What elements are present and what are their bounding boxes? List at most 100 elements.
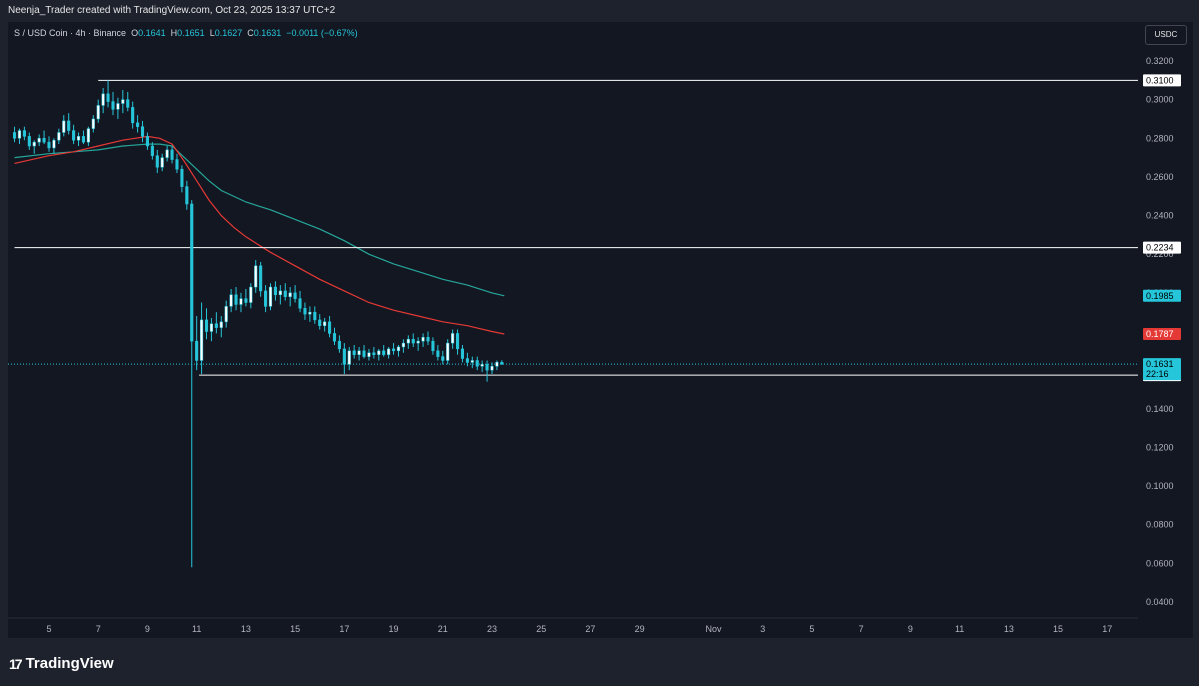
candle-body bbox=[204, 319, 209, 332]
candle-body bbox=[288, 292, 292, 297]
candle-body bbox=[234, 294, 238, 305]
x-tick-label: 17 bbox=[339, 624, 349, 634]
candle-body bbox=[475, 360, 479, 367]
candle-body bbox=[195, 340, 199, 361]
y-tick-label: 0.1000 bbox=[1146, 481, 1174, 491]
candle-body bbox=[86, 128, 90, 143]
candle-body bbox=[239, 298, 243, 305]
candle-body bbox=[42, 138, 46, 143]
x-tick-label: 15 bbox=[1053, 624, 1063, 634]
candle-body bbox=[323, 321, 327, 326]
y-tick-label: 0.0600 bbox=[1146, 558, 1174, 568]
candle-body bbox=[411, 338, 415, 344]
candle-body bbox=[342, 348, 346, 365]
candle-body bbox=[387, 348, 391, 355]
candle-body bbox=[278, 290, 282, 296]
candle-body bbox=[268, 286, 273, 307]
price-label-bg bbox=[1143, 289, 1181, 302]
low-label: L bbox=[209, 28, 215, 38]
candle-body bbox=[337, 340, 341, 350]
candle-body bbox=[293, 292, 297, 299]
candle-body bbox=[495, 361, 499, 367]
candle-body bbox=[254, 265, 258, 288]
top-bar: Neenja_Trader created with TradingView.c… bbox=[0, 0, 1199, 22]
candle-body bbox=[214, 323, 218, 328]
candle-body bbox=[140, 126, 145, 137]
candle-body bbox=[396, 346, 401, 352]
candle-body bbox=[150, 145, 154, 156]
candle-body bbox=[76, 136, 81, 141]
candle-body bbox=[160, 157, 164, 168]
candle-body bbox=[377, 350, 381, 355]
candle-body bbox=[500, 361, 504, 365]
level-label-bg bbox=[1143, 241, 1181, 254]
candle-body bbox=[352, 350, 356, 355]
candle-body bbox=[229, 294, 233, 307]
candle-body bbox=[200, 319, 204, 361]
x-tick-label: 21 bbox=[438, 624, 448, 634]
price-label: 0.1985 bbox=[1146, 291, 1174, 301]
candle-body bbox=[446, 342, 450, 361]
candle-body bbox=[298, 298, 302, 309]
x-tick-label: 7 bbox=[859, 624, 864, 634]
x-tick-label: 7 bbox=[96, 624, 101, 634]
candle-body bbox=[190, 203, 194, 342]
candle-body bbox=[362, 350, 366, 357]
x-tick-label: 23 bbox=[487, 624, 497, 634]
candle-body bbox=[101, 93, 105, 106]
candle-body bbox=[308, 311, 312, 315]
candle-body bbox=[451, 333, 455, 344]
candle-body bbox=[367, 352, 371, 357]
x-tick-label: 13 bbox=[241, 624, 251, 634]
close-value: 0.1631 bbox=[253, 28, 282, 38]
chart-svg[interactable]: 0.32000.30000.28000.26000.24000.22000.20… bbox=[8, 22, 1193, 638]
candle-body bbox=[303, 308, 307, 315]
y-tick-label: 0.2600 bbox=[1146, 172, 1174, 182]
candle-body bbox=[401, 342, 405, 348]
candle-body bbox=[485, 364, 489, 371]
tradingview-logo-icon: 17 bbox=[9, 655, 23, 672]
x-tick-label: 19 bbox=[389, 624, 399, 634]
symbol-label[interactable]: S / USD Coin · 4h · Binance bbox=[14, 28, 127, 38]
y-tick-label: 0.3000 bbox=[1146, 95, 1174, 105]
candle-body bbox=[249, 286, 253, 303]
candle-body bbox=[52, 139, 56, 149]
countdown-label: 22:16 bbox=[1146, 369, 1169, 379]
brand-name: TradingView bbox=[25, 655, 114, 672]
x-tick-label: 15 bbox=[290, 624, 300, 634]
candle-body bbox=[273, 286, 277, 296]
high-value: 0.1651 bbox=[177, 28, 205, 38]
open-value: 0.1641 bbox=[138, 28, 166, 38]
candle-body bbox=[406, 338, 410, 344]
high-label: H bbox=[170, 28, 178, 38]
candle-body bbox=[465, 358, 469, 363]
candle-body bbox=[81, 136, 86, 143]
candle-body bbox=[62, 120, 66, 133]
candle-body bbox=[27, 136, 31, 147]
candle-body bbox=[460, 348, 465, 359]
y-tick-label: 0.1400 bbox=[1146, 404, 1174, 414]
candle-body bbox=[244, 298, 248, 303]
level-label: 0.2234 bbox=[1146, 243, 1174, 253]
x-tick-label: 29 bbox=[635, 624, 645, 634]
candle-body bbox=[264, 290, 268, 307]
candle-body bbox=[22, 130, 26, 137]
x-tick-label: 9 bbox=[908, 624, 913, 634]
candle-body bbox=[480, 364, 484, 367]
candle-body bbox=[436, 350, 440, 357]
low-value: 0.1627 bbox=[214, 28, 243, 38]
tradingview-brand[interactable]: 17 TradingView bbox=[9, 655, 114, 672]
candle-body bbox=[431, 340, 435, 352]
y-tick-label: 0.3200 bbox=[1146, 56, 1174, 66]
currency-button[interactable]: USDC bbox=[1145, 25, 1187, 45]
candle-body bbox=[57, 132, 61, 141]
candle-body bbox=[421, 337, 425, 342]
chart-area[interactable]: 0.32000.30000.28000.26000.24000.22000.20… bbox=[8, 22, 1193, 638]
candle-body bbox=[318, 319, 322, 326]
candle-body bbox=[111, 101, 115, 110]
candle-body bbox=[175, 159, 179, 170]
candle-body bbox=[131, 107, 135, 124]
candle-body bbox=[328, 321, 332, 334]
candle-body bbox=[392, 348, 396, 352]
x-tick-label: 9 bbox=[145, 624, 150, 634]
